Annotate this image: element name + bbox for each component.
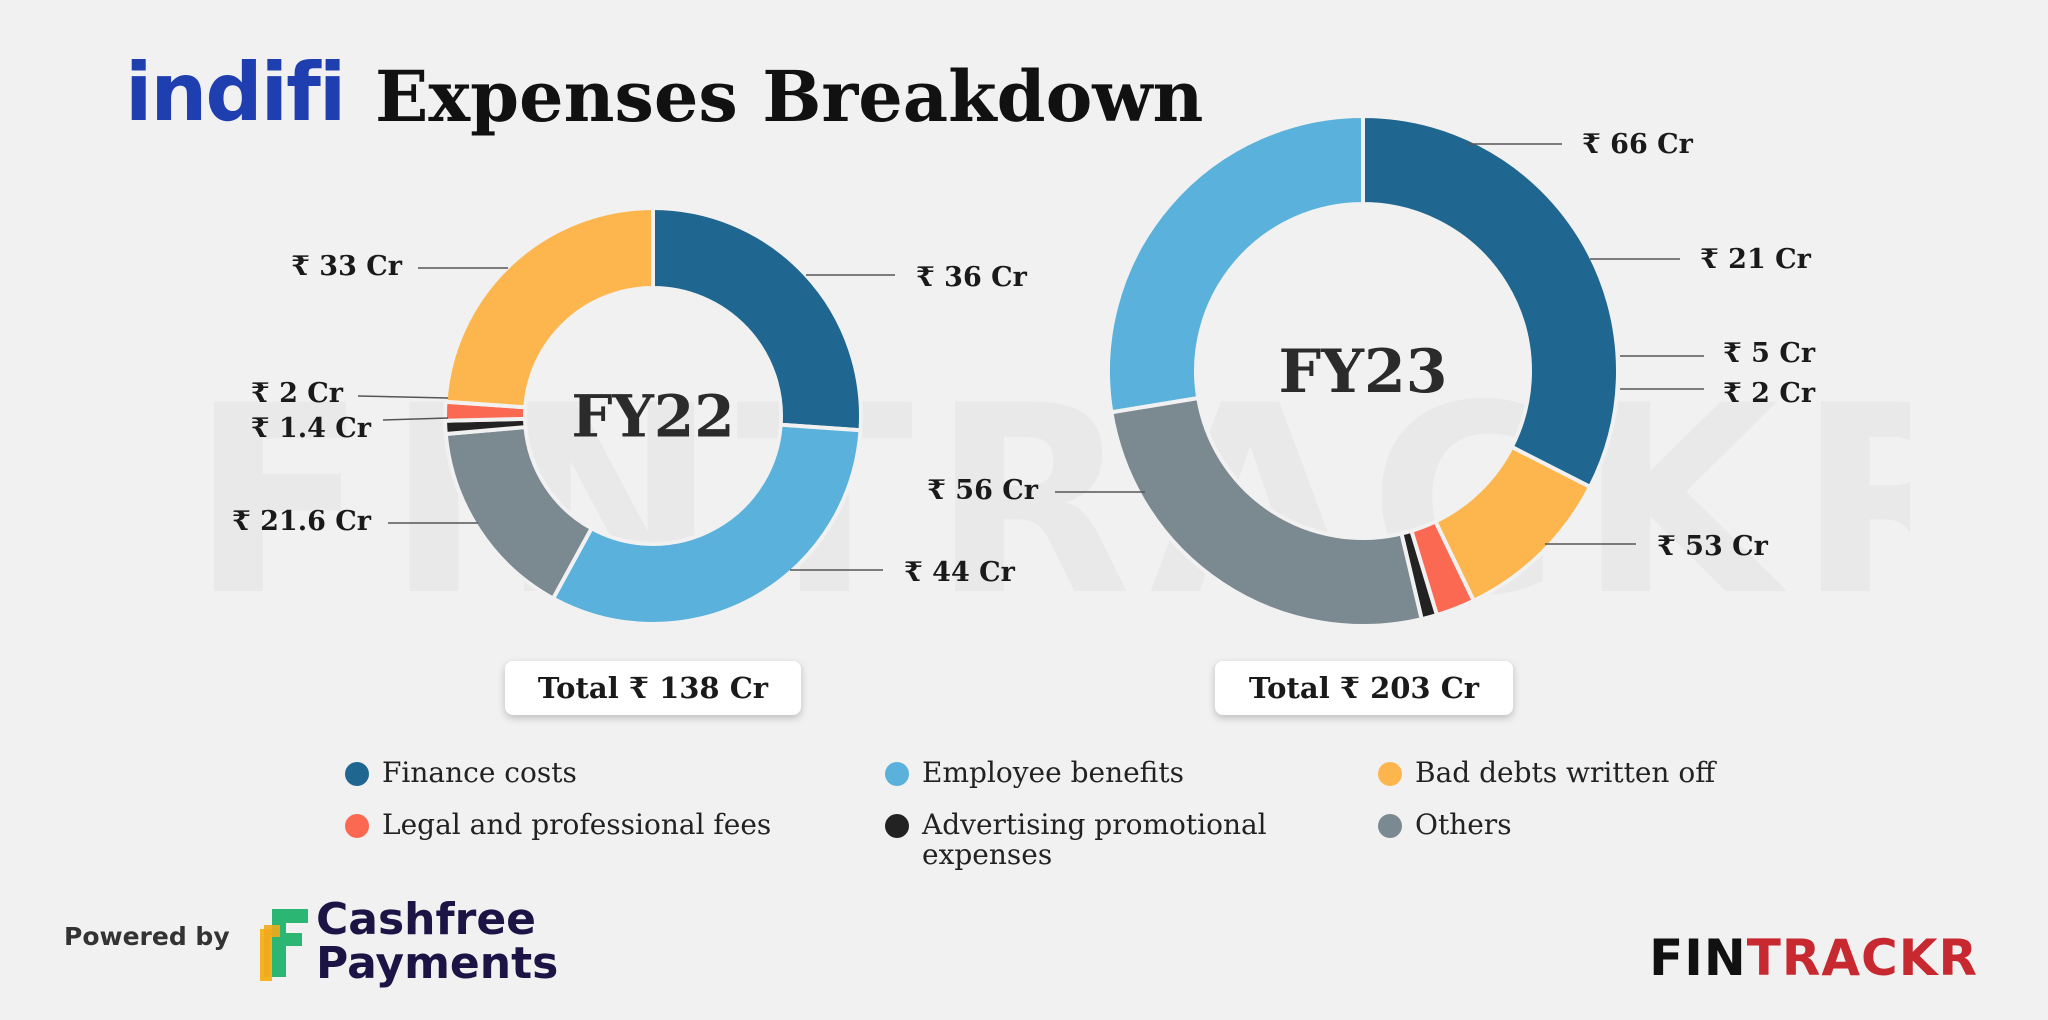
donut-slice-fy22-employee-benefits xyxy=(551,422,863,626)
data-label-fy22-finance-costs: ₹ 36 Cr xyxy=(916,262,1028,293)
fintrackr-logo: FINTRACKR xyxy=(1649,930,1978,986)
data-label-fy23-bad-debts-written-off: ₹ 21 Cr xyxy=(1700,244,1812,275)
legend-label: Legal and professional fees xyxy=(382,808,772,841)
legend-label: Employee benefits xyxy=(922,756,1184,789)
legend-item-others: Others xyxy=(1378,810,1738,840)
indifi-logo: indifi xyxy=(125,46,346,139)
data-label-fy23-advertising-promotional-expenses: ₹ 2 Cr xyxy=(1723,378,1816,409)
data-label-fy23-finance-costs: ₹ 66 Cr xyxy=(1582,129,1694,160)
donut-slice-fy23-finance-costs xyxy=(1361,114,1620,489)
donut-slice-fy23-others xyxy=(1109,396,1424,628)
data-label-fy22-others: ₹ 21.6 Cr xyxy=(232,506,372,537)
legend-swatch-others xyxy=(1378,814,1402,838)
data-label-fy23-others: ₹ 53 Cr xyxy=(1657,531,1769,562)
data-label-fy22-advertising-promotional-expenses: ₹ 1.4 Cr xyxy=(251,413,372,444)
fintrackr-logo-trackr: TRACKR xyxy=(1746,929,1978,987)
data-label-fy23-employee-benefits: ₹ 56 Cr xyxy=(927,475,1039,506)
cashfree-line2: Payments xyxy=(316,938,559,989)
leader-line xyxy=(357,395,449,399)
powered-by-label: Powered by xyxy=(64,922,230,951)
legend-item-advertising: Advertising promotional expenses xyxy=(885,810,1285,870)
legend: Finance costs Employee benefits Bad debt… xyxy=(340,758,1740,878)
legend-label: Finance costs xyxy=(382,756,577,789)
leader-line xyxy=(382,417,449,421)
data-label-fy23-legal-and-professional-fees: ₹ 5 Cr xyxy=(1723,338,1816,369)
legend-item-employee-benefits: Employee benefits xyxy=(885,758,1345,788)
data-label-fy22-bad-debts-written-off: ₹ 33 Cr xyxy=(291,251,403,282)
legend-swatch-employee-benefits xyxy=(885,762,909,786)
legend-label: Others xyxy=(1415,808,1512,841)
page-title: Expenses Breakdown xyxy=(375,55,1204,138)
donut-center-label-fy22: FY22 xyxy=(571,382,734,450)
data-label-fy22-legal-and-professional-fees: ₹ 2 Cr xyxy=(251,378,344,409)
total-fy23-box: Total ₹ 203 Cr xyxy=(1215,661,1513,715)
donut-slice-fy23-employee-benefits xyxy=(1106,114,1365,415)
legend-label: Advertising promotional expenses xyxy=(922,808,1267,871)
legend-item-bad-debts: Bad debts written off xyxy=(1378,758,1738,788)
cashfree-logo-icon xyxy=(260,909,308,981)
legend-swatch-finance-costs xyxy=(345,762,369,786)
donut-center-label-fy23: FY23 xyxy=(1279,337,1448,407)
total-fy22-box: Total ₹ 138 Cr xyxy=(505,661,801,715)
cashfree-logo-text: Cashfree Payments xyxy=(316,898,558,986)
indifi-logo-text: indifi xyxy=(125,46,346,139)
legend-item-finance-costs: Finance costs xyxy=(345,758,825,788)
legend-label: Bad debts written off xyxy=(1415,756,1716,789)
legend-swatch-bad-debts xyxy=(1378,762,1402,786)
legend-swatch-legal-fees xyxy=(345,814,369,838)
cashfree-line1: Cashfree xyxy=(316,894,537,945)
legend-swatch-advertising xyxy=(885,814,909,838)
legend-item-legal-fees: Legal and professional fees xyxy=(345,810,825,840)
donut-slice-fy22-finance-costs xyxy=(651,206,863,433)
donut-slice-fy22-bad-debts-written-off xyxy=(443,206,655,410)
fintrackr-logo-fin: FIN xyxy=(1649,929,1747,987)
data-label-fy22-employee-benefits: ₹ 44 Cr xyxy=(904,557,1016,588)
